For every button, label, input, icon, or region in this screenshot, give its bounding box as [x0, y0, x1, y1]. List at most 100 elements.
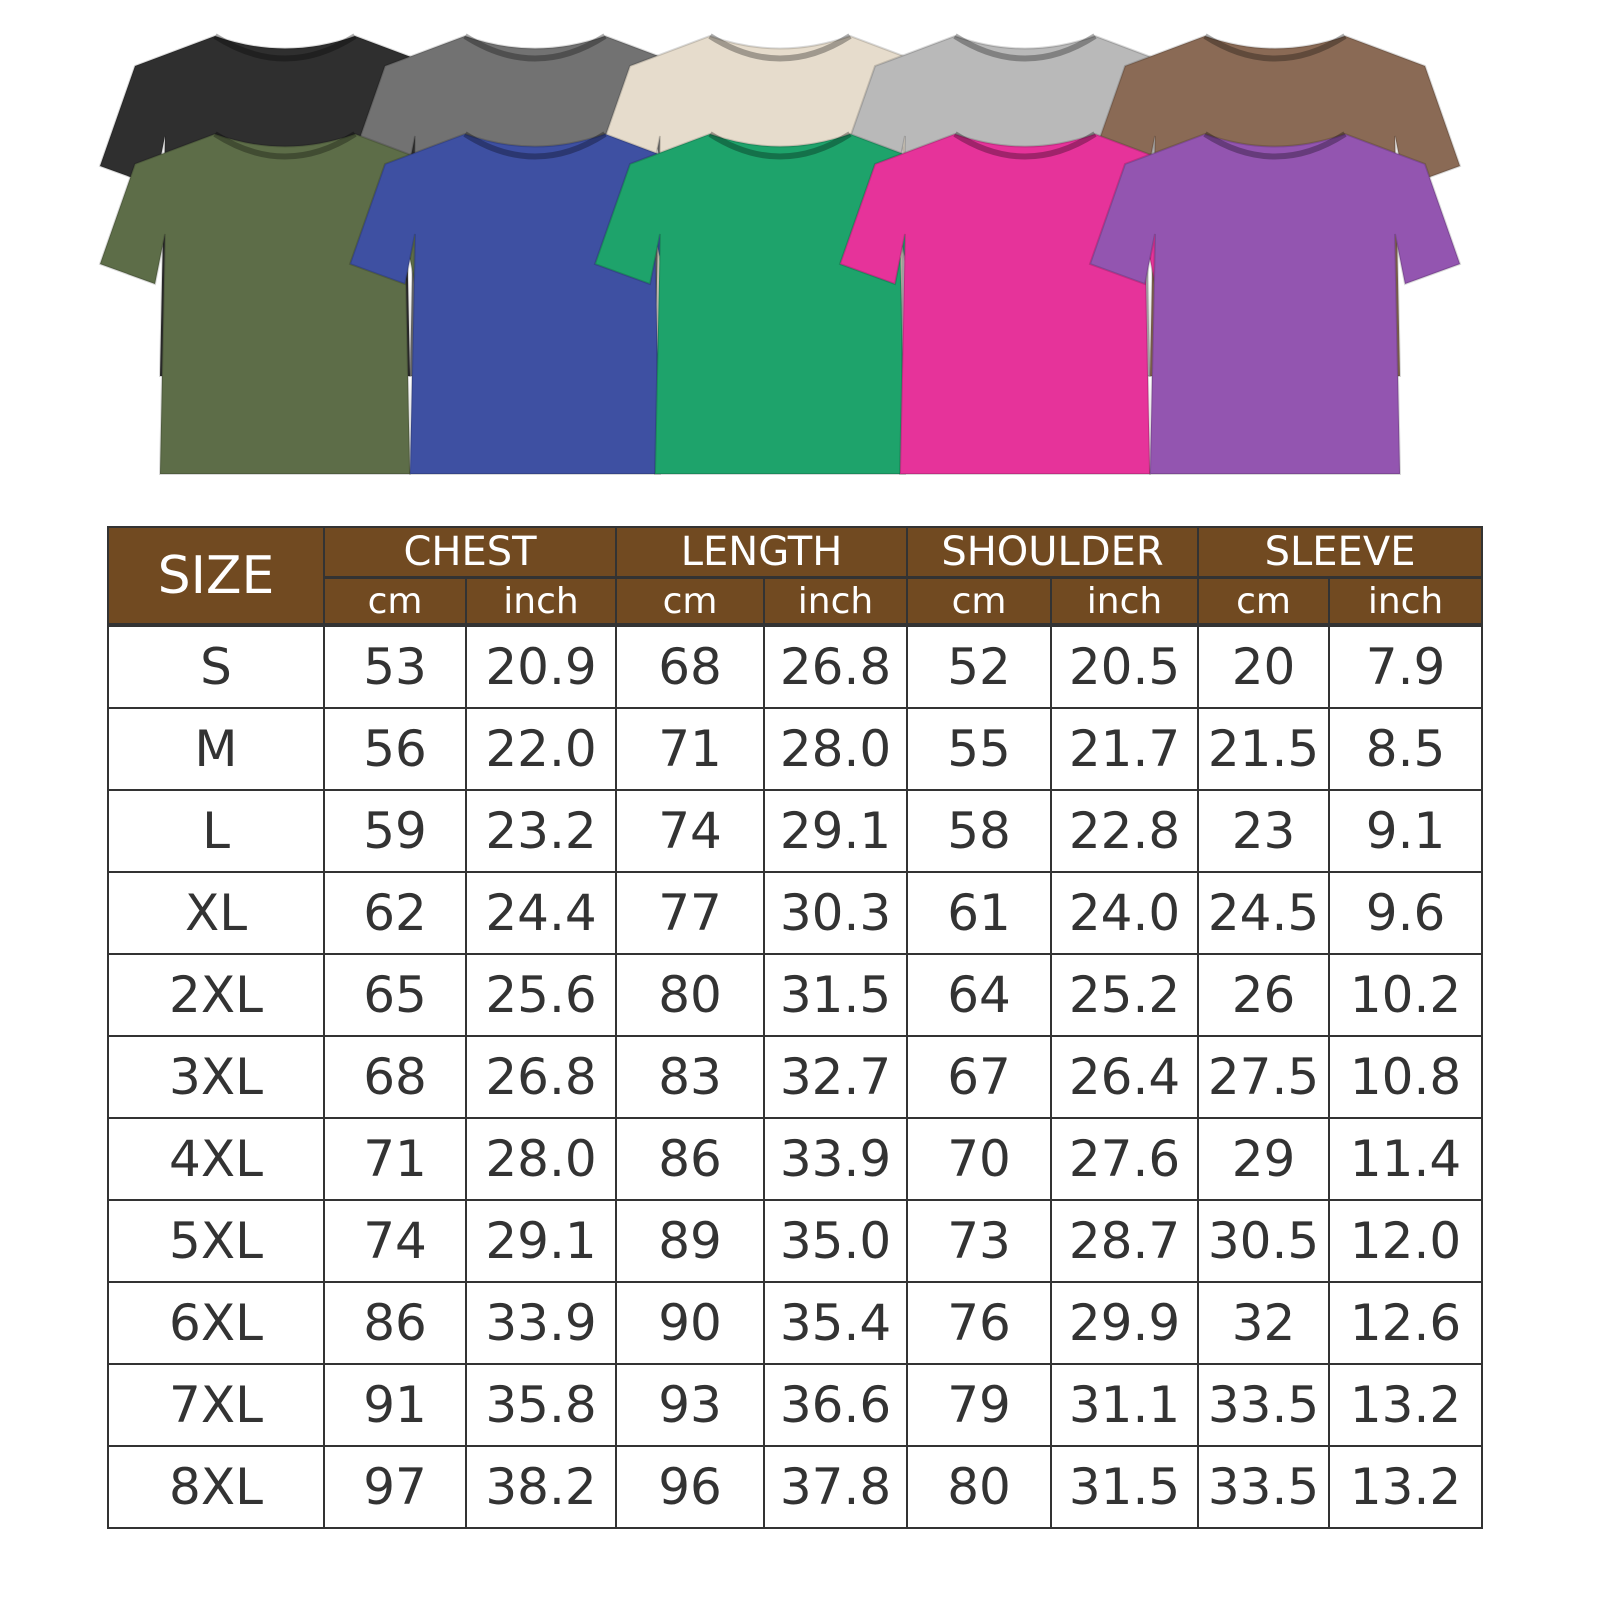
measurement-cell: 38.2	[464, 1445, 618, 1529]
measurement-cell: 36.6	[763, 1363, 909, 1447]
measurement-cell: 20.9	[464, 623, 618, 709]
measurement-cell: 52	[906, 623, 1053, 709]
header-chest: CHEST	[322, 526, 618, 579]
measurement-cell: 73	[906, 1199, 1053, 1283]
measurement-cell: 83	[615, 1035, 766, 1119]
size-cell: 4XL	[107, 1117, 325, 1201]
measurement-cell: 26.4	[1050, 1035, 1200, 1119]
size-cell: 5XL	[107, 1199, 325, 1283]
table-row: 8XL 97 38.2 96 37.8 80 31.5 33.5 13.2	[107, 1445, 1484, 1529]
table-row: XL 62 24.4 77 30.3 61 24.0 24.5 9.6	[107, 871, 1484, 955]
measurement-cell: 24.5	[1197, 871, 1331, 955]
measurement-cell: 53	[323, 623, 467, 709]
measurement-cell: 35.0	[763, 1199, 909, 1283]
measurement-cell: 28.0	[464, 1117, 618, 1201]
measurement-cell: 26.8	[763, 623, 909, 709]
size-cell: 7XL	[107, 1363, 325, 1447]
measurement-cell: 35.8	[464, 1363, 618, 1447]
measurement-cell: 32	[1197, 1281, 1331, 1365]
measurement-cell: 30.3	[763, 871, 909, 955]
measurement-cell: 96	[615, 1445, 766, 1529]
measurement-cell: 74	[615, 789, 766, 873]
measurement-cell: 58	[906, 789, 1053, 873]
measurement-cell: 62	[323, 871, 467, 955]
size-cell: 2XL	[107, 953, 325, 1037]
measurement-cell: 74	[323, 1199, 467, 1283]
table-row: 7XL 91 35.8 93 36.6 79 31.1 33.5 13.2	[107, 1363, 1484, 1447]
measurement-cell: 37.8	[763, 1445, 909, 1529]
table-row: 2XL 65 25.6 80 31.5 64 25.2 26 10.2	[107, 953, 1484, 1037]
measurement-cell: 22.8	[1050, 789, 1200, 873]
measurement-cell: 20	[1197, 623, 1331, 709]
measurement-cell: 90	[615, 1281, 766, 1365]
measurement-cell: 68	[323, 1035, 467, 1119]
measurement-cell: 89	[615, 1199, 766, 1283]
measurement-cell: 27.6	[1050, 1117, 1200, 1201]
size-header: SIZE	[107, 526, 325, 626]
table-row: L 59 23.2 74 29.1 58 22.8 23 9.1	[107, 789, 1484, 873]
measurement-cell: 80	[615, 953, 766, 1037]
measurement-cell: 61	[906, 871, 1053, 955]
measurement-cell: 31.5	[763, 953, 909, 1037]
measurement-cell: 9.6	[1328, 871, 1484, 955]
table-row: 3XL 68 26.8 83 32.7 67 26.4 27.5 10.8	[107, 1035, 1484, 1119]
measurement-cell: 13.2	[1328, 1363, 1484, 1447]
table-row: S 53 20.9 68 26.8 52 20.5 20 7.9	[107, 623, 1484, 709]
measurement-cell: 86	[615, 1117, 766, 1201]
measurement-cell: 27.5	[1197, 1035, 1331, 1119]
measurement-cell: 35.4	[763, 1281, 909, 1365]
unit-cm: cm	[615, 576, 766, 626]
measurement-cell: 33.5	[1197, 1445, 1331, 1529]
size-cell: 6XL	[107, 1281, 325, 1365]
header-sleeve: SLEEVE	[1197, 526, 1484, 579]
table-row: 4XL 71 28.0 86 33.9 70 27.6 29 11.4	[107, 1117, 1484, 1201]
measurement-cell: 12.0	[1328, 1199, 1484, 1283]
measurement-cell: 68	[615, 623, 766, 709]
size-cell: 8XL	[107, 1445, 325, 1529]
measurement-cell: 91	[323, 1363, 467, 1447]
measurement-cell: 22.0	[464, 707, 618, 791]
measurement-cell: 79	[906, 1363, 1053, 1447]
unit-cm: cm	[906, 576, 1053, 626]
measurement-cell: 10.2	[1328, 953, 1484, 1037]
measurement-cell: 29.1	[464, 1199, 618, 1283]
unit-inch: inch	[1328, 576, 1484, 626]
measurement-cell: 71	[615, 707, 766, 791]
measurement-cell: 29	[1197, 1117, 1331, 1201]
measurement-cell: 70	[906, 1117, 1053, 1201]
measurement-cell: 28.0	[763, 707, 909, 791]
measurement-cell: 33.9	[763, 1117, 909, 1201]
measurement-cell: 12.6	[1328, 1281, 1484, 1365]
measurement-cell: 77	[615, 871, 766, 955]
measurement-cell: 31.5	[1050, 1445, 1200, 1529]
measurement-cell: 24.4	[464, 871, 618, 955]
measurement-cell: 55	[906, 707, 1053, 791]
measurement-cell: 11.4	[1328, 1117, 1484, 1201]
measurement-cell: 23.2	[464, 789, 618, 873]
measurement-cell: 31.1	[1050, 1363, 1200, 1447]
header-length: LENGTH	[615, 526, 909, 579]
measurement-cell: 9.1	[1328, 789, 1484, 873]
table-row: M 56 22.0 71 28.0 55 21.7 21.5 8.5	[107, 707, 1484, 791]
measurement-cell: 28.7	[1050, 1199, 1200, 1283]
measurement-cell: 32.7	[763, 1035, 909, 1119]
measurement-cell: 23	[1197, 789, 1331, 873]
measurement-cell: 56	[323, 707, 467, 791]
size-cell: XL	[107, 871, 325, 955]
measurement-cell: 21.7	[1050, 707, 1200, 791]
unit-inch: inch	[1050, 576, 1200, 626]
measurement-cell: 29.1	[763, 789, 909, 873]
tshirt-color-swatches	[98, 33, 1462, 475]
unit-inch: inch	[464, 576, 618, 626]
unit-cm: cm	[1197, 576, 1331, 626]
size-cell: M	[107, 707, 325, 791]
header-shoulder: SHOULDER	[906, 526, 1200, 579]
size-cell: S	[107, 623, 325, 709]
measurement-cell: 25.6	[464, 953, 618, 1037]
table-row: 5XL 74 29.1 89 35.0 73 28.7 30.5 12.0	[107, 1199, 1484, 1283]
unit-cm: cm	[323, 576, 467, 626]
measurement-cell: 80	[906, 1445, 1053, 1529]
unit-inch: inch	[763, 576, 909, 626]
measurement-cell: 21.5	[1197, 707, 1331, 791]
measurement-cell: 26	[1197, 953, 1331, 1037]
